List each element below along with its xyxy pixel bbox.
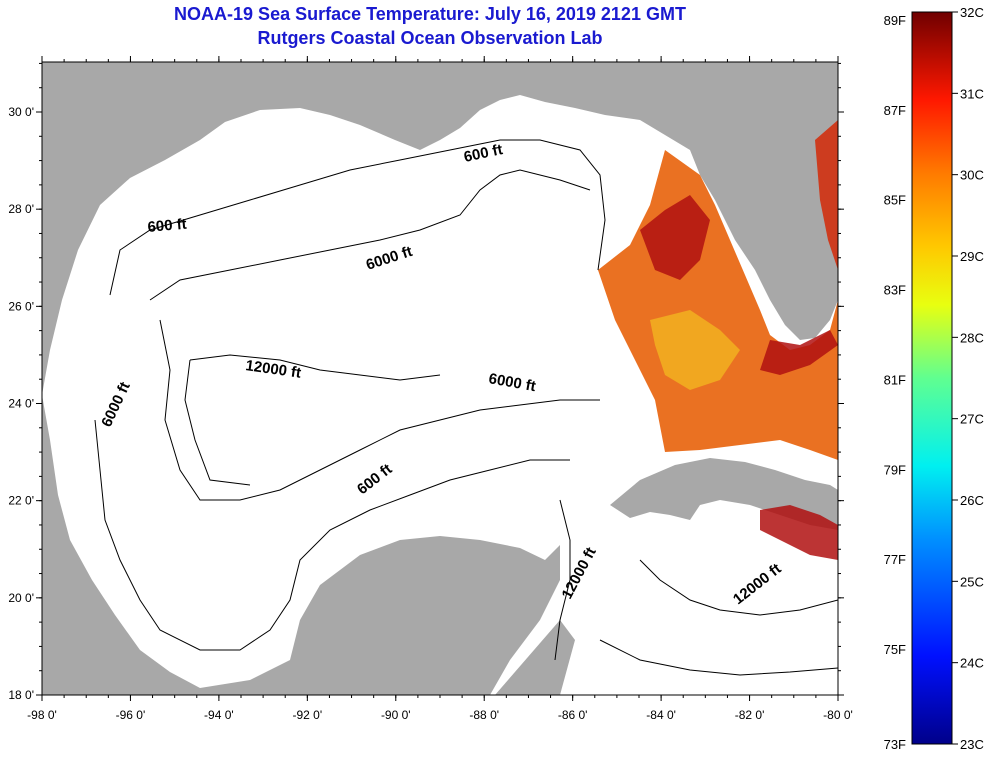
colorbar-c-label: 26C [960,493,984,508]
lat-tick-label: 26 0' [8,299,34,313]
land-mexico [42,395,560,695]
colorbar-fahrenheit-labels: 89F 87F 85F 83F 81F 79F 77F 75F 73F [884,13,906,752]
sst-hot-spot [640,195,838,560]
colorbar-f-label: 73F [884,737,906,752]
colorbar-f-label: 77F [884,552,906,567]
land-central-america [495,620,575,695]
map-subtitle: Rutgers Coastal Ocean Observation Lab [257,28,603,48]
colorbar-f-label: 85F [884,193,906,208]
depth-contours [94,139,838,676]
colorbar-c-label: 23C [960,737,984,752]
colorbar-c-label: 29C [960,249,984,264]
lon-tick-label: -88 0' [469,708,499,722]
colorbar-f-label: 75F [884,642,906,657]
colorbar-c-label: 28C [960,330,984,345]
lon-tick-label: -92 0' [293,708,323,722]
sst-warm-patch [650,310,740,390]
lon-tick-label: -86 0' [558,708,588,722]
colorbar-c-label: 25C [960,574,984,589]
longitude-axis: -98 0' -96 0' -94 0' -92 0' -90 0' -88 0' -86 … [27,56,853,722]
lat-tick-label: 30 0' [8,105,34,119]
lon-tick-label: -80 0' [823,708,853,722]
map-title: NOAA-19 Sea Surface Temperature: July 16… [174,4,686,24]
colorbar-f-label: 89F [884,13,906,28]
lat-tick-label: 28 0' [8,202,34,216]
land-us-coast [42,62,838,395]
lon-tick-label: -84 0' [646,708,676,722]
colorbar-c-label: 30C [960,168,984,183]
colorbar-c-label: 32C [960,5,984,20]
colorbar-celsius-labels: 32C 31C 30C 29C 28C 27C 26C 25C 24C 23C [952,5,984,752]
lat-tick-label: 22 0' [8,494,34,508]
lon-tick-label: -90 0' [381,708,411,722]
lat-tick-label: 24 0' [8,397,34,411]
lon-tick-label: -82 0' [735,708,765,722]
sst-florida-keys [815,120,838,270]
lat-tick-label: 20 0' [8,591,34,605]
lat-tick-label: 18 0' [8,688,34,702]
colorbar-c-label: 31C [960,86,984,101]
lon-tick-label: -96 0' [116,708,146,722]
lon-tick-label: -98 0' [27,708,57,722]
latitude-axis: 30 0' 28 0' 26 0' 24 0' 22 0' 20 0' 18 0' [8,62,844,702]
colorbar-f-label: 87F [884,103,906,118]
colorbar-c-label: 27C [960,412,984,427]
lon-tick-label: -94 0' [204,708,234,722]
colorbar [911,11,953,745]
colorbar-c-label: 24C [960,656,984,671]
colorbar-f-label: 81F [884,372,906,387]
colorbar-f-label: 83F [884,283,906,298]
colorbar-f-label: 79F [884,462,906,477]
contour-label: 600 ft [147,216,188,236]
